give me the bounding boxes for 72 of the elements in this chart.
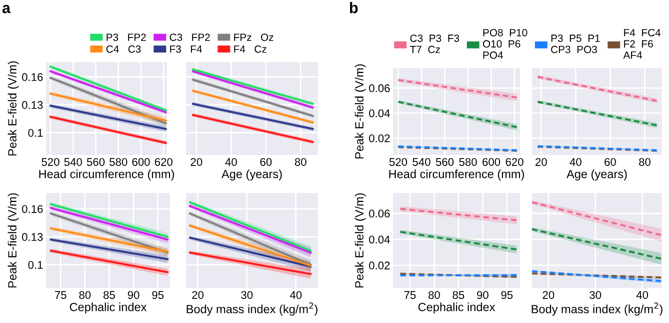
x-tick-label: 560 bbox=[436, 158, 454, 166]
legend-label: FPz Oz bbox=[234, 34, 274, 41]
y-axis-title: Peak E-field (V/m) bbox=[354, 64, 366, 158]
x-tick-label: 60 bbox=[604, 158, 616, 166]
x-tick-label: 20 bbox=[190, 158, 202, 166]
y-tick-label: 0.02 bbox=[369, 262, 390, 270]
x-tick-label: 30 bbox=[590, 291, 602, 299]
x-tick-label: 540 bbox=[64, 158, 82, 166]
x-tick-label: 580 bbox=[459, 158, 477, 166]
y-tick-label: 0.1 bbox=[28, 260, 43, 269]
x-axis-title: Cephalic index bbox=[70, 302, 147, 314]
y-axis-title: Peak E-field (V/m) bbox=[8, 193, 19, 288]
x-tick-label: 600 bbox=[132, 158, 150, 166]
x-tick-label: 90 bbox=[128, 291, 140, 299]
x-tick-label: 40 bbox=[636, 291, 648, 299]
legend-label: F4 Cz bbox=[234, 45, 266, 53]
y-tick-label: 0.02 bbox=[369, 134, 390, 142]
y-tick-label: 0.04 bbox=[369, 109, 390, 118]
x-tick-label: 40 bbox=[290, 291, 302, 299]
x-tick-label: 95 bbox=[152, 291, 164, 299]
x-tick-label: 30 bbox=[241, 291, 253, 299]
x-axis-title: Cephalic index bbox=[418, 302, 496, 314]
x-tick-label: 540 bbox=[412, 158, 430, 166]
x-axis-title: Age (years) bbox=[566, 170, 627, 181]
legend-label: P3 FP2 bbox=[106, 34, 146, 41]
x-tick-label: 600 bbox=[482, 158, 500, 166]
y-axis-title: Peak E-field (V/m) bbox=[354, 193, 366, 288]
x-axis-title: Age (years) bbox=[222, 170, 282, 181]
x-tick-label: 80 bbox=[639, 158, 650, 166]
legend-label: C3 P3 F3 T7 Cz bbox=[410, 34, 460, 54]
x-tick-label: 60 bbox=[260, 158, 272, 166]
x-tick-label: 80 bbox=[79, 291, 91, 299]
y-tick-label: 0.16 bbox=[22, 205, 43, 213]
x-tick-label: 80 bbox=[294, 158, 306, 166]
y-tick-label: 0.06 bbox=[369, 210, 390, 218]
x-tick-label: 620 bbox=[154, 158, 172, 166]
y-tick-label: 0.06 bbox=[369, 84, 390, 92]
x-tick-label: 40 bbox=[570, 158, 582, 166]
legend-label: F3 F4 bbox=[170, 45, 202, 53]
y-tick-label: 0.16 bbox=[22, 73, 43, 82]
x-tick-label: 75 bbox=[54, 291, 66, 299]
x-tick-label: 620 bbox=[506, 158, 524, 166]
x-axis-title: Body mass index (kg/m$^{2}$) bbox=[532, 302, 662, 316]
legend-label: P3 P5 P1 CP3 PO3 bbox=[551, 34, 600, 54]
x-tick-label: 40 bbox=[225, 158, 237, 166]
x-axis-title: Body mass index (kg/m$^{2}$) bbox=[186, 302, 318, 316]
y-tick-label: 0.13 bbox=[22, 101, 43, 109]
x-tick-label: 580 bbox=[110, 158, 128, 166]
x-tick-label: 75 bbox=[404, 291, 416, 299]
text: b bbox=[350, 2, 358, 14]
y-tick-label: 0.04 bbox=[369, 236, 390, 244]
x-tick-label: 85 bbox=[104, 291, 115, 299]
legend-label: C4 C3 bbox=[106, 45, 141, 53]
x-tick-label: 560 bbox=[86, 158, 105, 166]
x-tick-label: 20 bbox=[542, 291, 554, 299]
y-tick-label: 0.1 bbox=[28, 128, 43, 137]
legend-label: F4 FC4 F2 F6 AF4 bbox=[623, 28, 661, 59]
x-tick-label: 85 bbox=[452, 291, 464, 299]
legend-label: C3 FP2 bbox=[170, 34, 210, 41]
x-tick-label: 20 bbox=[192, 291, 204, 299]
text: a bbox=[2, 4, 11, 14]
x-axis-title: Head circumference (mm) bbox=[39, 170, 174, 181]
y-tick-label: 0.13 bbox=[22, 233, 43, 241]
x-tick-label: 20 bbox=[536, 158, 547, 166]
x-tick-label: 95 bbox=[501, 291, 513, 299]
x-tick-label: 520 bbox=[389, 158, 408, 166]
y-axis-title: Peak E-field (V/m) bbox=[8, 61, 19, 156]
x-tick-label: 90 bbox=[477, 291, 488, 299]
x-tick-label: 80 bbox=[428, 291, 440, 299]
x-tick-label: 520 bbox=[42, 158, 60, 166]
x-axis-title: Head circumference (mm) bbox=[389, 170, 524, 181]
legend-label: PO8 P10 O10 P6 PO4 bbox=[482, 28, 528, 59]
